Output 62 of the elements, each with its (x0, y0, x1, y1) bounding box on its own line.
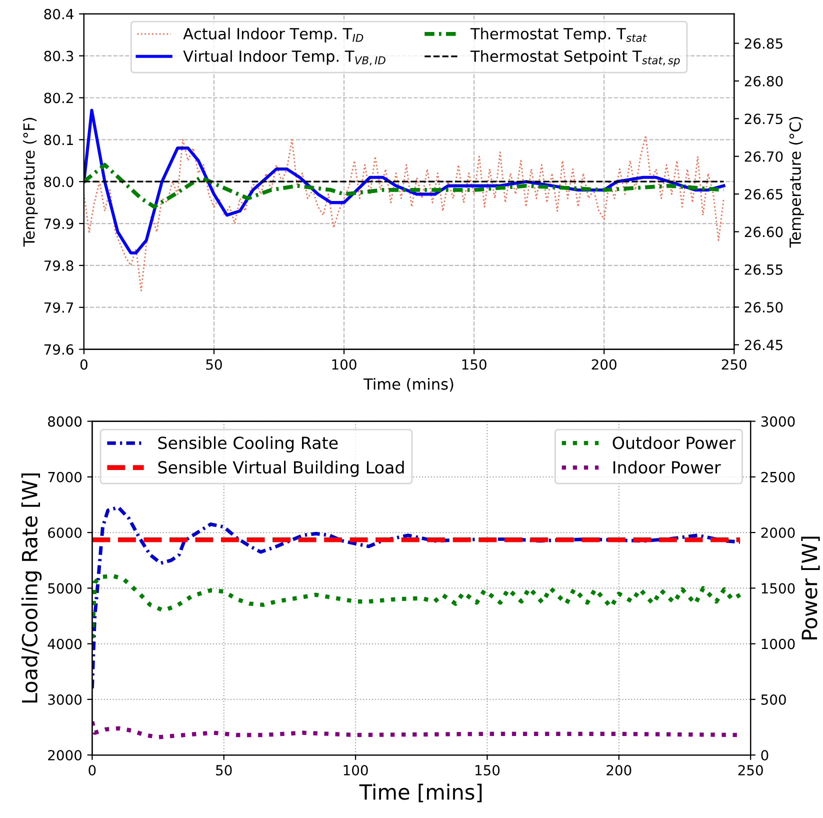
y2-tick-label: 1500 (762, 583, 795, 594)
y2-axis-title: Temperature (°C) (789, 116, 804, 248)
y2-tick-label: 26.80 (744, 76, 783, 86)
x-tick-label: 150 (475, 764, 500, 776)
x-tick-label: 100 (332, 359, 356, 370)
y2-tick-label: 26.45 (744, 340, 782, 350)
legend-label: Thermostat Temp. T$_{stat}$ (470, 28, 647, 42)
line-series (84, 134, 724, 292)
y2-tick-label: 26.50 (744, 302, 783, 313)
y-tick-label: 7000 (48, 472, 82, 482)
legend-label: Sensible Virtual Building Load (158, 460, 404, 477)
y2-tick-label: 2000 (761, 527, 795, 538)
x-tick-label: 0 (88, 764, 96, 776)
x-tick-label: 50 (206, 359, 222, 370)
x-tick-label: 0 (80, 359, 88, 370)
x-tick-label: 250 (738, 764, 763, 776)
legend-label: Virtual Indoor Temp. T$_{VB,ID}$ (183, 50, 386, 66)
y2-tick-label: 26.55 (744, 264, 782, 275)
y-tick-label: 5000 (48, 583, 82, 594)
y-axis-title: Load/Cooling Rate [W] (21, 473, 42, 703)
y-tick-label: 4000 (48, 638, 82, 650)
y-tick-label: 3000 (48, 694, 82, 705)
legend-label: Outdoor Power (612, 436, 736, 450)
legend-label: Sensible Cooling Rate (158, 436, 338, 452)
x-tick-label: 50 (216, 764, 232, 776)
line-series (92, 574, 742, 640)
line-series (84, 162, 726, 209)
y2-tick-label: 26.60 (744, 226, 783, 238)
legend-label: Thermostat Setpoint T$_{stat,sp}$ (470, 50, 680, 66)
y2-tick-label: 26.85 (744, 38, 782, 49)
y-axis-title: Temperature (°F) (22, 118, 38, 247)
y-tick-label: 79.6 (44, 344, 74, 355)
x-tick-label: 200 (592, 359, 616, 370)
y-tick-label: 79.9 (44, 218, 74, 229)
x-axis-title: Time [mins] (359, 784, 482, 802)
y2-tick-label: 26.70 (744, 151, 783, 162)
y2-tick-label: 500 (761, 694, 786, 705)
y2-tick-label: 1000 (762, 638, 795, 650)
y-tick-label: 80.4 (44, 8, 74, 20)
x-tick-label: 250 (722, 359, 746, 370)
y-tick-label: 2000 (48, 750, 82, 760)
x-tick-label: 100 (344, 764, 368, 776)
y-tick-label: 80.1 (44, 134, 73, 146)
y2-tick-label: 3000 (761, 416, 795, 427)
legend-label: Actual Indoor Temp. T$_{ID}$ (183, 28, 364, 42)
y-tick-label: 8000 (48, 416, 82, 427)
y2-tick-label: 26.75 (744, 114, 782, 124)
y-tick-label: 6000 (48, 527, 82, 538)
legend-label: Indoor Power (613, 460, 721, 474)
x-tick-label: 200 (606, 764, 632, 776)
y-tick-label: 80.2 (44, 92, 73, 104)
x-axis-title: Time (mins) (364, 378, 454, 392)
y-tick-label: 80.3 (44, 50, 74, 62)
y2-axis-title: Power [W] (801, 536, 820, 640)
y-tick-label: 79.7 (44, 302, 74, 313)
y-tick-label: 80.0 (44, 176, 74, 188)
y2-tick-label: 26.65 (744, 189, 782, 200)
line-series (92, 506, 742, 690)
y2-tick-label: 0 (761, 750, 768, 760)
x-tick-label: 150 (462, 359, 486, 370)
y2-tick-label: 2500 (761, 472, 795, 482)
y-tick-label: 79.8 (44, 260, 74, 271)
